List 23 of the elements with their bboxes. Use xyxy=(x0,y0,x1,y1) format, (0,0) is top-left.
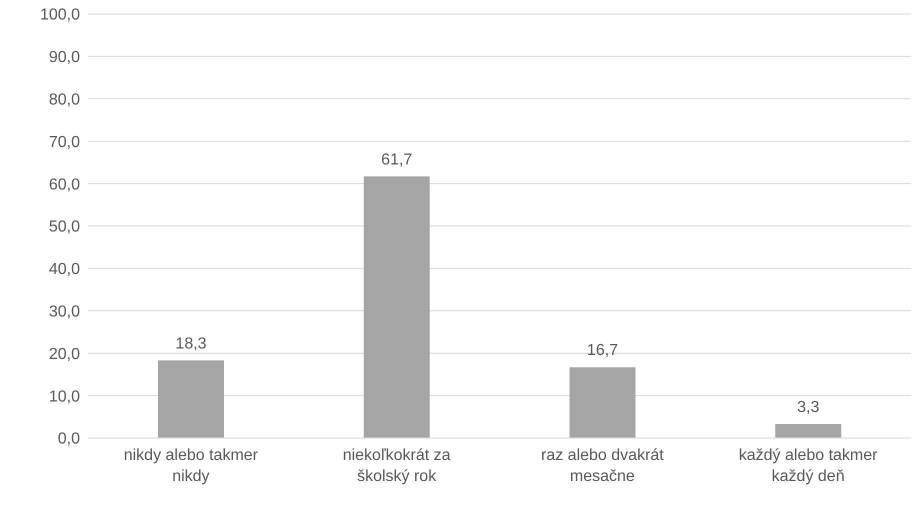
x-tick-label: niekoľkokrát za školský rok xyxy=(342,447,451,485)
y-tick-label: 60,0 xyxy=(48,176,80,194)
y-tick-label: 10,0 xyxy=(48,388,80,406)
y-tick-label: 90,0 xyxy=(48,49,80,66)
y-tick-label: 20,0 xyxy=(48,346,80,363)
bar xyxy=(775,424,842,438)
y-tick-label: 30,0 xyxy=(48,303,80,320)
y-tick-label: 40,0 xyxy=(48,261,80,278)
data-label: 18,3 xyxy=(175,335,207,352)
y-tick-label: 0,0 xyxy=(58,430,80,448)
data-label: 61,7 xyxy=(381,151,412,168)
y-tick-label: 50,0 xyxy=(48,218,80,236)
data-label: 3,3 xyxy=(797,399,820,416)
y-tick-label: 80,0 xyxy=(48,91,80,108)
x-tick-label: nikdy alebo takmer nikdy xyxy=(124,447,259,485)
x-tick-label: raz alebo dvakrát mesačne xyxy=(541,447,664,485)
bar xyxy=(158,360,224,438)
bar xyxy=(364,176,430,438)
y-tick-label: 70,0 xyxy=(48,134,80,151)
y-tick-label: 100,0 xyxy=(40,6,80,24)
bar xyxy=(570,367,636,438)
x-tick-label: každý alebo takmer každý deň xyxy=(738,447,878,485)
data-label: 16,7 xyxy=(586,342,618,360)
